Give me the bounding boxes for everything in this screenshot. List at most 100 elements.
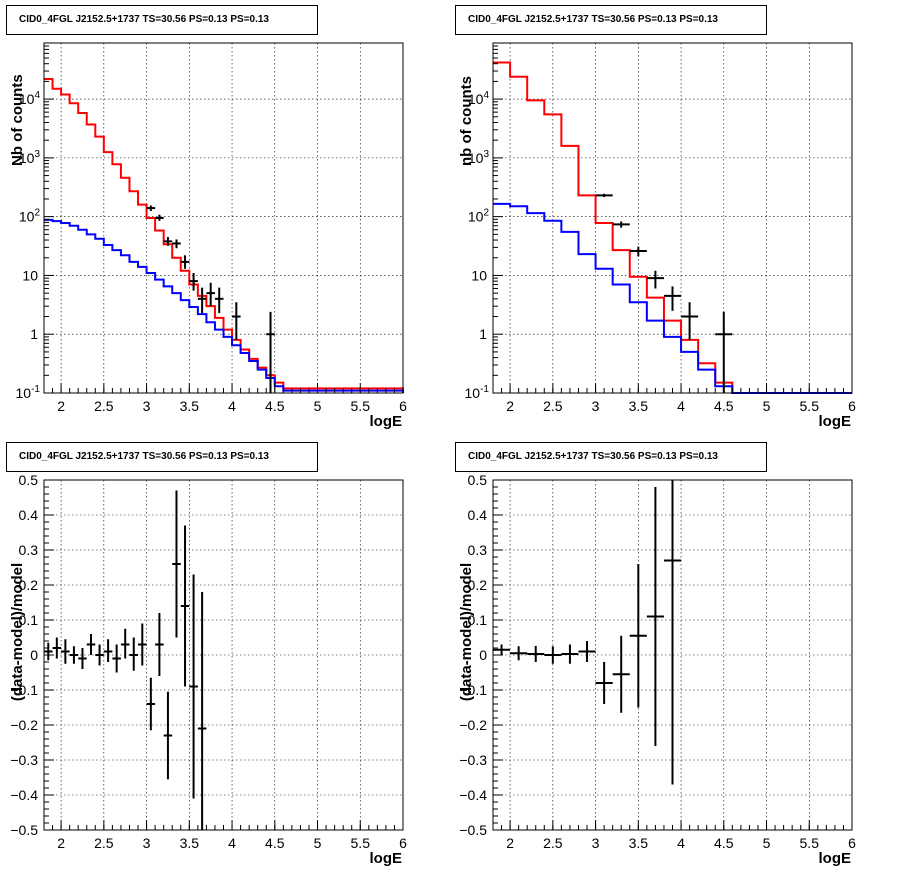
y-tick-label: 104 — [19, 90, 41, 107]
y-tick-label: 0.1 — [19, 612, 39, 628]
data-point — [197, 287, 207, 313]
pad-top-right: CID0_4FGL J2152.5+1737 TS=30.56 PS=0.13 … — [449, 0, 898, 437]
x-tick-label: 5.5 — [800, 398, 820, 414]
y-tick-label: 10-1 — [465, 384, 490, 401]
y-tick-label: 0.5 — [468, 472, 488, 488]
data-point — [612, 635, 630, 713]
y-tick-label: −0.5 — [10, 822, 38, 838]
x-tick-label: 3 — [592, 398, 600, 414]
x-tick-label: 3 — [143, 835, 151, 851]
data-point — [561, 644, 579, 664]
x-tick-label: 4.5 — [714, 398, 734, 414]
data-point — [646, 487, 664, 746]
data-point — [527, 645, 545, 662]
chart: 2 2.5 3 3.5 4 4.5 5 5.5 6 −0.5 −0.4 −0.3 −0.2 −0.1 0 0.… — [458, 472, 856, 867]
x-tick-label: 5.5 — [351, 398, 371, 414]
data-point — [138, 623, 147, 666]
data-point — [206, 282, 215, 307]
data-point — [155, 214, 164, 221]
data-point — [52, 637, 62, 659]
y-tick-label: 0.3 — [468, 542, 488, 558]
pad-bottom-right: CID0_4FGL J2152.5+1737 TS=30.56 PS=0.13 … — [449, 437, 898, 875]
y-tick-label: −0.3 — [10, 752, 38, 768]
series-line-red — [493, 61, 852, 394]
y-tick-label: 10 — [22, 267, 38, 283]
data-point — [510, 646, 528, 661]
x-tick-label: 3.5 — [629, 835, 649, 851]
data-point — [103, 639, 113, 662]
x-tick-label: 2.5 — [543, 398, 563, 414]
plot-title: CID0_4FGL J2152.5+1737 TS=30.56 PS=0.13 … — [6, 5, 318, 35]
x-axis-label: logE — [819, 850, 852, 867]
y-tick-label: −0.4 — [10, 787, 38, 803]
data-point — [61, 639, 70, 664]
y-tick-label: 10 — [471, 267, 487, 283]
x-tick-label: 2 — [506, 398, 514, 414]
y-tick-label: 102 — [19, 208, 41, 225]
data-point — [146, 205, 156, 211]
data-point — [95, 644, 104, 666]
x-tick-label: 5 — [314, 835, 322, 851]
pad-bottom-left: CID0_4FGL J2152.5+1737 TS=30.56 PS=0.13 … — [0, 437, 449, 875]
x-tick-label: 6 — [399, 398, 407, 414]
data-point — [646, 270, 664, 289]
data-point — [681, 302, 699, 340]
y-tick-label: −0.1 — [10, 682, 38, 698]
y-tick-label: 0.4 — [19, 507, 39, 523]
x-tick-label: 6 — [399, 835, 407, 851]
y-axis-label: (data-model)/model — [9, 563, 26, 701]
x-tick-label: 3.5 — [180, 835, 200, 851]
y-axis-label: Nb of counts — [9, 74, 26, 166]
y-tick-label: 0 — [30, 647, 38, 663]
x-tick-label: 4.5 — [265, 398, 285, 414]
data-point — [612, 221, 630, 228]
data-point — [493, 644, 511, 655]
y-tick-label: −0.3 — [459, 752, 487, 768]
data-point — [214, 287, 224, 313]
x-tick-label: 3.5 — [180, 398, 200, 414]
y-tick-label: 0.5 — [19, 472, 39, 488]
series-line-blue — [44, 218, 404, 393]
series-line-red — [44, 77, 404, 393]
x-axis-label: logE — [819, 413, 852, 430]
data-point — [578, 641, 596, 662]
plot-title: CID0_4FGL J2152.5+1737 TS=30.56 PS=0.13 … — [455, 442, 767, 472]
data-point — [629, 564, 647, 708]
data-point — [78, 648, 87, 669]
data-point — [189, 273, 198, 291]
x-tick-label: 6 — [848, 398, 856, 414]
y-tick-label: 0.2 — [468, 577, 488, 593]
data-point — [129, 637, 139, 671]
x-tick-label: 4 — [677, 835, 685, 851]
x-axis-label: logE — [370, 413, 403, 430]
x-tick-label: 5 — [763, 398, 771, 414]
data-point — [155, 613, 164, 676]
x-tick-label: 3.5 — [629, 398, 649, 414]
x-tick-label: 2 — [506, 835, 514, 851]
data-point — [663, 286, 682, 311]
y-tick-label: 0.1 — [468, 612, 488, 628]
data-point — [544, 646, 562, 664]
chart: 2 2.5 3 3.5 4 4.5 5 5.5 6 10-1 1 10 102 103 104 logE N… — [9, 42, 407, 430]
data-point — [120, 628, 130, 659]
x-tick-label: 3 — [592, 835, 600, 851]
data-point — [163, 237, 173, 246]
data-point — [595, 662, 613, 704]
y-tick-label: 1 — [479, 326, 487, 342]
data-point — [266, 311, 275, 393]
x-tick-label: 2.5 — [94, 398, 114, 414]
x-axis-label: logE — [370, 850, 403, 867]
data-point — [715, 311, 733, 393]
y-tick-label: 0.4 — [468, 507, 488, 523]
y-tick-label: 103 — [468, 149, 490, 166]
data-point — [189, 574, 198, 799]
plot-title: CID0_4FGL J2152.5+1737 TS=30.56 PS=0.13 … — [6, 442, 318, 472]
x-tick-label: 6 — [848, 835, 856, 851]
pad-top-left: CID0_4FGL J2152.5+1737 TS=30.56 PS=0.13 … — [0, 0, 449, 437]
data-point — [180, 525, 190, 687]
y-axis-label: (data-model)/model — [458, 563, 475, 701]
x-tick-label: 5 — [314, 398, 322, 414]
x-tick-label: 2 — [57, 398, 65, 414]
y-tick-label: −0.4 — [459, 787, 487, 803]
y-tick-label: −0.1 — [459, 682, 487, 698]
